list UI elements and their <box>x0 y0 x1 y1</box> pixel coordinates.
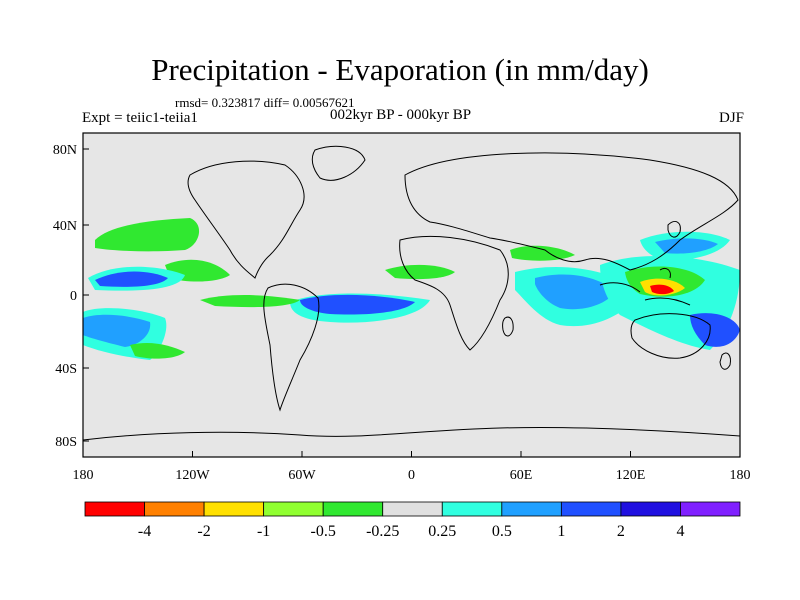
coast-south-america <box>263 283 320 412</box>
field-maritime-red <box>650 284 674 295</box>
x-tick-label: 120W <box>175 468 210 483</box>
coast-maritime-islands <box>599 267 691 306</box>
x-tick-label: 60W <box>288 468 316 483</box>
season-label: DJF <box>718 110 744 126</box>
field-south-atlantic-blue <box>300 294 415 315</box>
field-south-pacific-green <box>130 342 185 359</box>
colorbar-label: 2 <box>617 523 625 540</box>
colorbar-swatch <box>501 501 562 517</box>
colorbar-swatch <box>263 501 324 517</box>
field-north-pacific-green <box>95 218 200 252</box>
colorbar-label: -4 <box>138 523 151 540</box>
colorbar-label: -2 <box>197 523 210 540</box>
field-east-pacific-blue <box>95 271 168 287</box>
colorbar-swatch <box>84 501 145 517</box>
y-tick-label: 40S <box>55 362 77 377</box>
coast-new-zealand <box>719 352 731 370</box>
colorbar-swatch <box>382 501 443 517</box>
y-axis: 80N 40N 0 40S 80S <box>53 143 89 450</box>
precip-field-layer <box>83 218 740 360</box>
x-tick-label: 180 <box>73 468 94 483</box>
period-label: 002kyr BP - 000kyr BP <box>330 107 472 123</box>
x-tick-label: 180 <box>730 468 751 483</box>
colorbar-label: -1 <box>257 523 270 540</box>
colorbar-swatch <box>620 501 681 517</box>
field-south-pacific-blue <box>83 314 151 347</box>
coast-north-america <box>187 160 305 279</box>
field-indian-ocean-blue <box>535 274 615 310</box>
colorbar-label: 4 <box>676 523 684 540</box>
coastlines <box>83 145 740 441</box>
coast-eurasia <box>404 152 739 271</box>
colorbar-label: -0.5 <box>311 523 336 540</box>
coast-antarctica <box>83 426 740 441</box>
field-west-pacific-blue <box>655 238 718 254</box>
colorbar-swatch <box>680 501 741 517</box>
coast-japan <box>667 221 681 238</box>
coast-australia <box>630 313 711 359</box>
x-tick-label: 0 <box>408 468 415 483</box>
stats-line: rmsd= 0.323817 diff= 0.00567621 <box>175 95 355 110</box>
chart-title: Precipitation - Evaporation (in mm/day) <box>151 52 649 87</box>
experiment-label: Expt = teiic1-teiia1 <box>82 110 198 126</box>
coast-madagascar <box>502 316 514 337</box>
field-indian-ocean-green <box>510 245 575 261</box>
field-atlantic-green <box>200 295 300 308</box>
colorbar-label: -0.25 <box>366 523 399 540</box>
colorbar-swatch <box>441 501 503 517</box>
colorbar: -4 -2 -1 -0.5 -0.25 0.25 0.5 1 2 4 <box>84 501 741 540</box>
coast-africa <box>399 235 509 351</box>
x-tick-label: 60E <box>510 468 533 483</box>
x-tick-label: 120E <box>616 468 646 483</box>
field-south-west-pacific-blue <box>690 313 740 347</box>
colorbar-label: 0.25 <box>428 523 456 540</box>
colorbar-swatch <box>560 501 622 517</box>
y-tick-label: 0 <box>70 289 77 304</box>
coast-greenland <box>311 145 366 181</box>
y-tick-label: 80S <box>55 435 77 450</box>
colorbar-label: 1 <box>557 523 565 540</box>
colorbar-swatch <box>203 501 265 517</box>
y-tick-label: 40N <box>53 219 77 234</box>
field-tropical-atlantic-green <box>385 264 455 280</box>
colorbar-swatch <box>144 501 205 517</box>
x-axis: 180 120W 60W 0 60E 120E 180 <box>73 451 751 483</box>
y-tick-label: 80N <box>53 143 77 158</box>
colorbar-label: 0.5 <box>492 523 512 540</box>
colorbar-swatch <box>322 501 384 517</box>
